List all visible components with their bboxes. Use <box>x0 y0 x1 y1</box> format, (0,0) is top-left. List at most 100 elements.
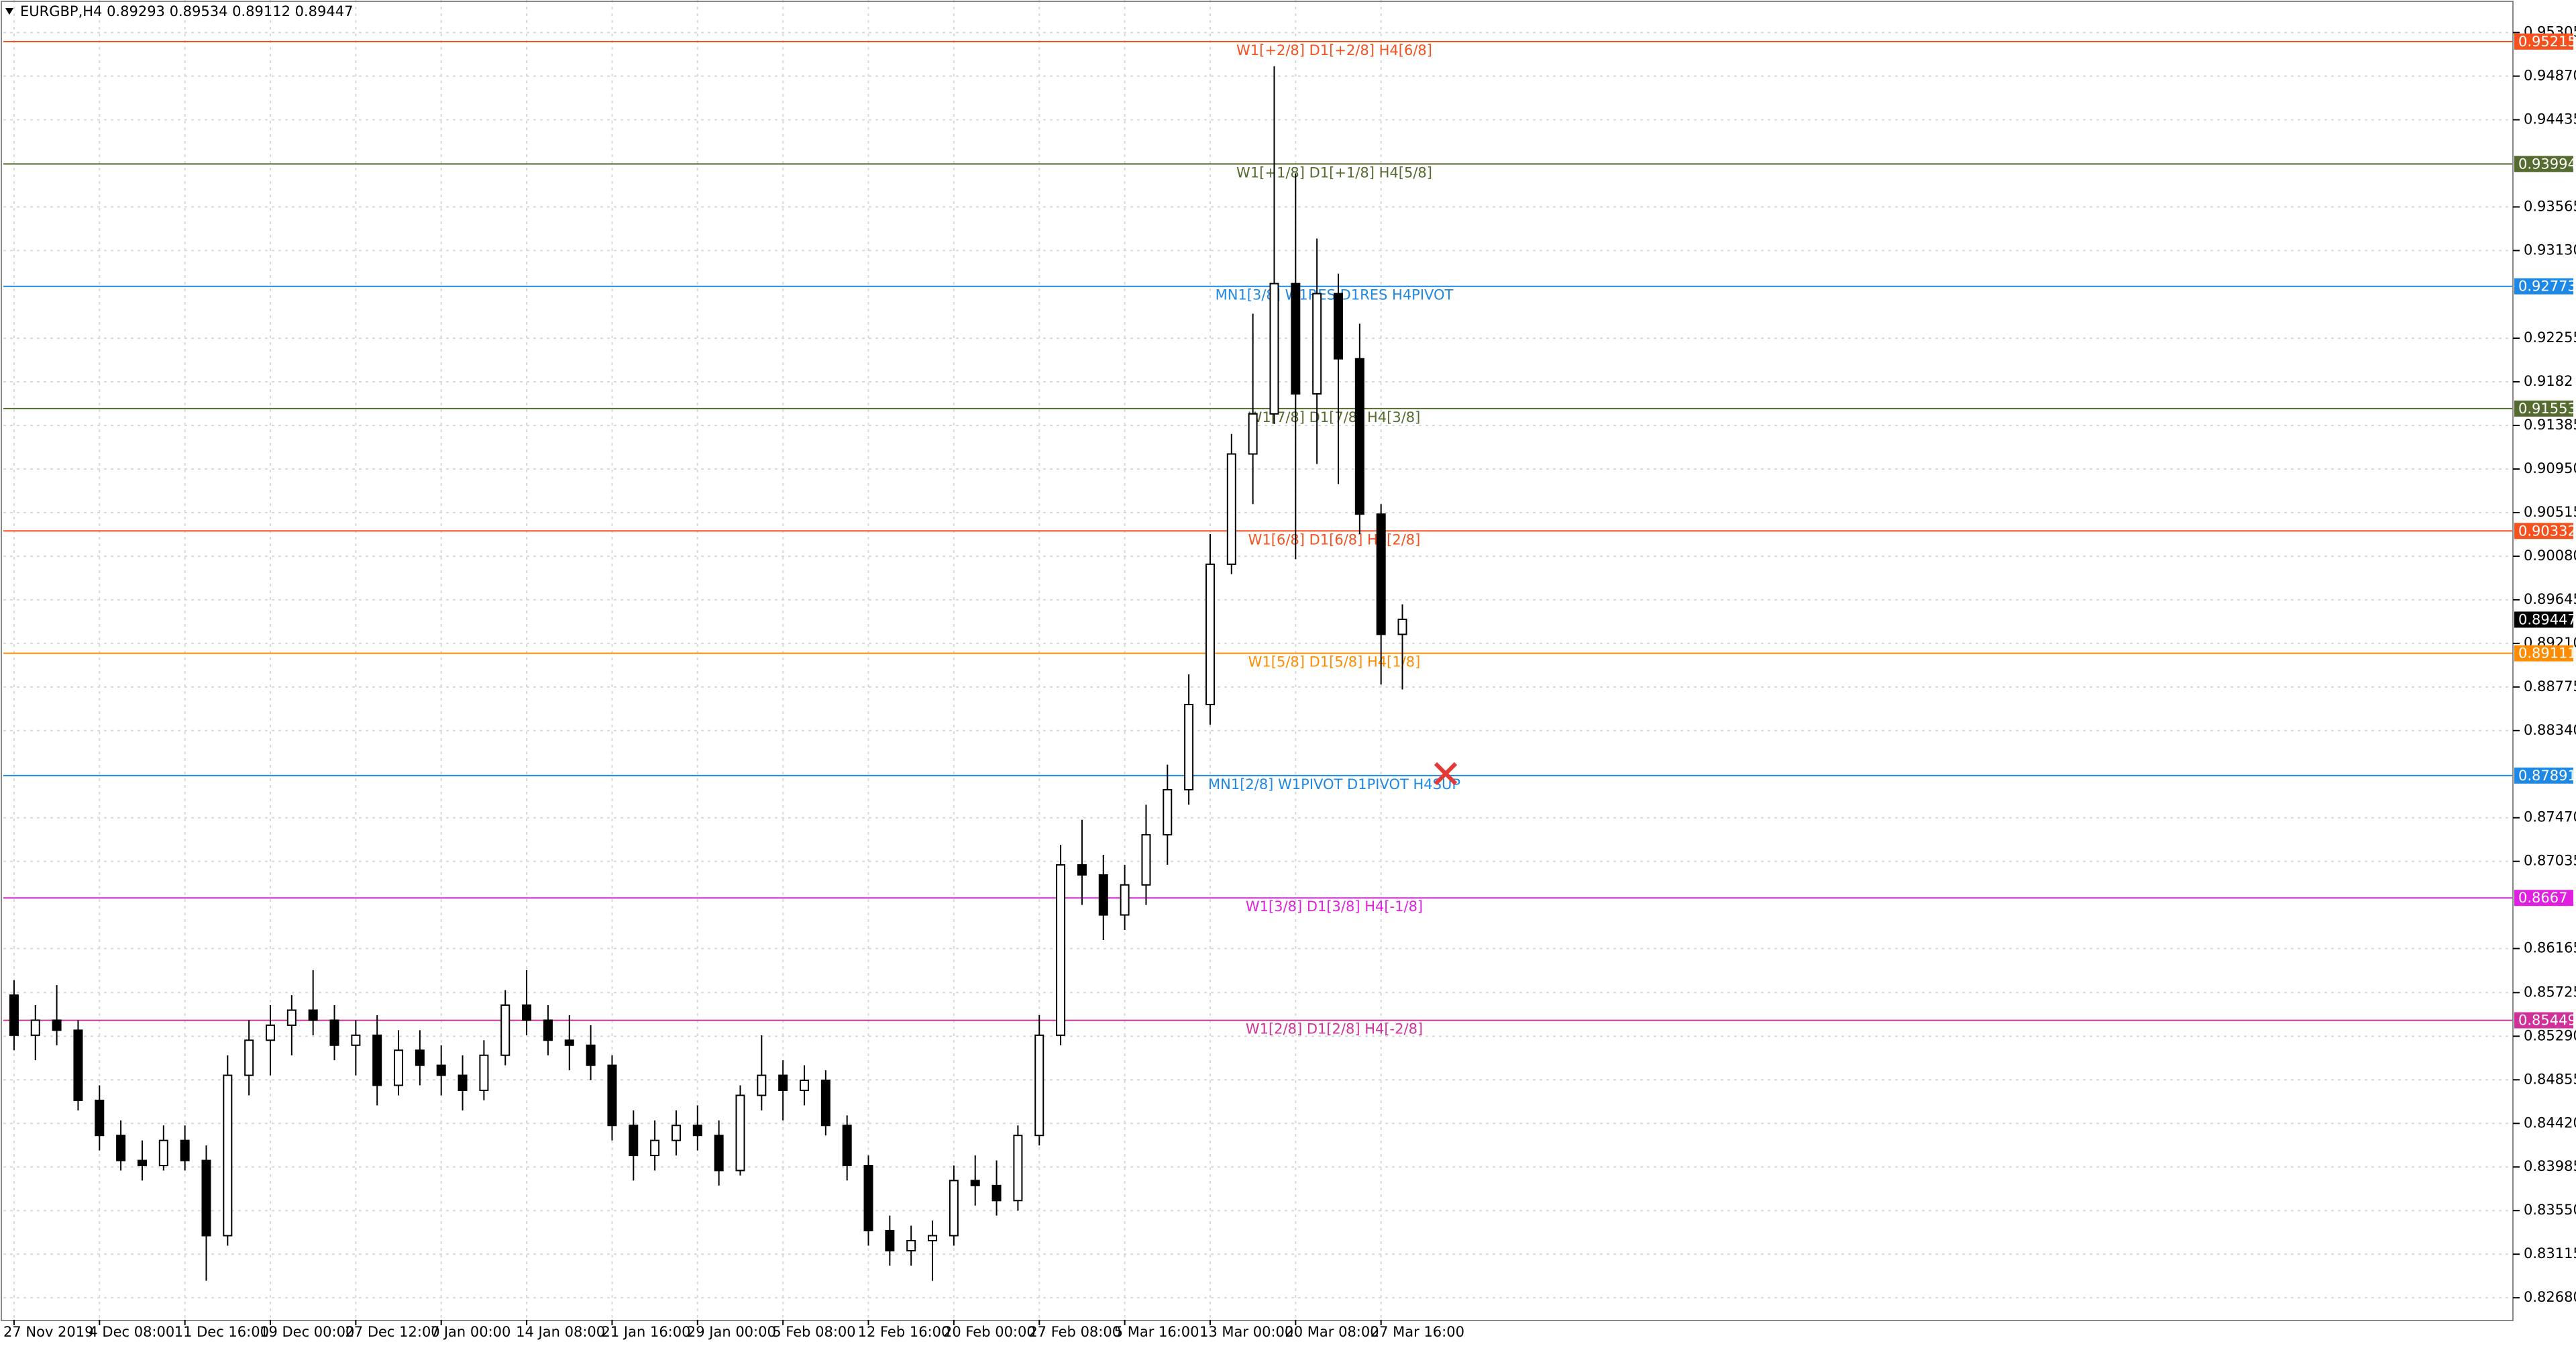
candle-body <box>1376 513 1386 635</box>
candle-body <box>1334 293 1343 360</box>
price-tag <box>2514 1012 2573 1029</box>
candle-body <box>757 1074 767 1096</box>
candle-body <box>778 1074 788 1091</box>
candle-body <box>543 1019 553 1041</box>
candle-body <box>1354 358 1364 515</box>
candle-body <box>394 1049 404 1086</box>
price-tag <box>2514 767 2573 784</box>
candle-body <box>820 1080 830 1127</box>
x-tick-label: 11 Dec 16:00 <box>174 1324 269 1340</box>
y-tick-label: 0.84855 <box>2524 1071 2576 1087</box>
level-label: W1[2/8] D1[2/8] H4[-2/8] <box>1246 1021 1423 1037</box>
candle-body <box>1034 1034 1044 1137</box>
x-tick-label: 21 Jan 16:00 <box>602 1324 691 1340</box>
level-label: W1[6/8] D1[6/8] H4[2/8] <box>1248 531 1421 548</box>
x-tick-label: 13 Mar 00:00 <box>1199 1324 1293 1340</box>
candle-body <box>73 1029 83 1101</box>
y-tick-label: 0.91385 <box>2524 417 2576 433</box>
candle-body <box>1226 453 1236 565</box>
candle-body <box>671 1125 681 1141</box>
candle-body <box>372 1034 382 1086</box>
x-tick-label: 27 Nov 2019 <box>3 1324 94 1340</box>
candle-body <box>415 1049 425 1066</box>
candle-body <box>137 1159 147 1166</box>
x-tick-label: 27 Mar 16:00 <box>1371 1324 1464 1340</box>
candle-body <box>52 1019 62 1031</box>
candle-body <box>629 1125 639 1157</box>
x-tick-label: 29 Jan 00:00 <box>687 1324 776 1340</box>
price-tag-label: 0.92773 <box>2518 278 2576 295</box>
candle-body <box>714 1135 724 1172</box>
x-tick-label: 12 Feb 16:00 <box>858 1324 951 1340</box>
candle-body <box>500 1004 511 1056</box>
candle-body <box>223 1074 233 1237</box>
candle-body <box>863 1164 873 1232</box>
candle-body <box>95 1099 105 1137</box>
candle-body <box>1077 864 1087 876</box>
y-tick-label: 0.87035 <box>2524 853 2576 869</box>
price-tag <box>2514 33 2573 50</box>
current-price-tag <box>2514 611 2573 628</box>
candle-body <box>201 1159 211 1237</box>
candle-body <box>266 1024 275 1041</box>
y-tick-label: 0.89645 <box>2524 591 2576 607</box>
candle-body <box>1056 864 1066 1036</box>
price-tag <box>2514 890 2573 907</box>
level-label: W1[5/8] D1[5/8] H4[1/8] <box>1248 654 1421 670</box>
price-tag-label: 0.87891 <box>2518 768 2576 784</box>
candle-body <box>329 1019 339 1046</box>
candle-body <box>1163 788 1173 836</box>
price-tag-label: 0.89111 <box>2518 645 2576 662</box>
menu-arrow[interactable] <box>5 8 13 15</box>
candle-body <box>436 1064 446 1076</box>
y-tick-label: 0.9182 <box>2524 373 2573 389</box>
level-label: W1[+2/8] D1[+2/8] H4[6/8] <box>1236 42 1432 58</box>
levels: W1[+2/8] D1[+2/8] H4[6/8] W1[+1/8] D1[+1/… <box>3 40 2513 1037</box>
price-tag-label: 0.95215 <box>2518 34 2576 50</box>
candle-body <box>970 1180 980 1186</box>
candle-body <box>800 1080 809 1091</box>
x-tick-label: 20 Feb 00:00 <box>943 1324 1036 1340</box>
delete-icon[interactable] <box>1434 762 1458 786</box>
candle-body <box>1312 293 1322 395</box>
candle-body <box>116 1135 126 1161</box>
price-tag <box>2514 156 2573 172</box>
candle-body <box>522 1004 532 1021</box>
level-label: MN1[2/8] W1PIVOT D1PIVOT H4SUP <box>1208 776 1460 792</box>
candle-body <box>735 1094 745 1172</box>
plot-frame <box>1 1 2514 1321</box>
candle-body <box>1120 884 1130 916</box>
x-tick-label: 14 Jan 08:00 <box>516 1324 605 1340</box>
candle-body <box>1184 703 1194 790</box>
x-tick-label: 4 Dec 08:00 <box>89 1324 174 1340</box>
x-tick-label: 19 Dec 00:00 <box>260 1324 354 1340</box>
price-tag-label: 0.93994 <box>2518 156 2576 172</box>
candle-body <box>244 1039 254 1076</box>
y-tick-label: 0.93565 <box>2524 198 2576 214</box>
candle-body <box>351 1034 361 1046</box>
price-tag <box>2514 278 2573 295</box>
candle-body <box>842 1125 852 1166</box>
x-tick-label: 7 Jan 00:00 <box>431 1324 511 1340</box>
candle-body <box>949 1180 959 1237</box>
price-tag <box>2514 523 2573 539</box>
candle-body <box>586 1044 596 1066</box>
axis: 0.953050.948700.944350.935650.931300.922… <box>3 24 2576 1340</box>
price-tag <box>2514 645 2573 662</box>
x-tick-label: 5 Feb 08:00 <box>772 1324 855 1340</box>
y-tick-label: 0.83115 <box>2524 1245 2576 1261</box>
price-tag-label: 0.8667 <box>2518 890 2567 906</box>
candle-body <box>1098 874 1108 916</box>
candle-body <box>479 1054 489 1091</box>
candle-body <box>9 994 19 1036</box>
candle-body <box>607 1064 617 1127</box>
x-tick-label: 27 Feb 08:00 <box>1028 1324 1121 1340</box>
x-tick-label: 20 Mar 08:00 <box>1285 1324 1379 1340</box>
